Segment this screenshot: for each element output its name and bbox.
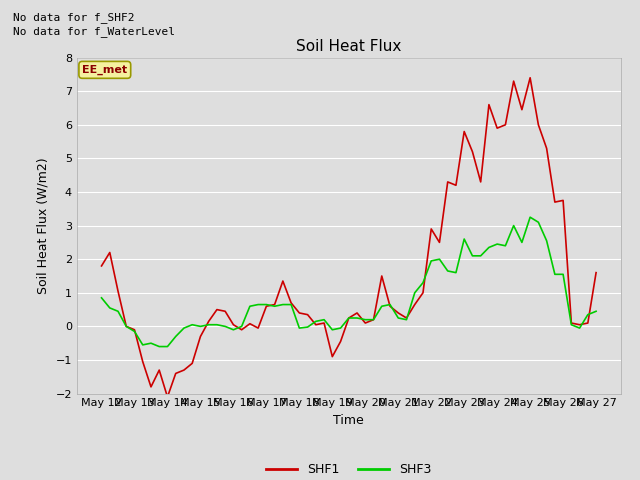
SHF1	[98, 263, 106, 269]
SHF1	[370, 317, 378, 323]
SHF1	[526, 75, 534, 81]
SHF3	[526, 214, 534, 220]
SHF3	[370, 317, 378, 323]
X-axis label: Time: Time	[333, 414, 364, 427]
SHF3	[156, 344, 163, 349]
SHF3	[279, 301, 287, 307]
SHF1	[543, 145, 550, 151]
SHF1	[403, 315, 410, 321]
SHF1	[164, 394, 172, 400]
Text: EE_met: EE_met	[82, 65, 127, 75]
Line: SHF1: SHF1	[102, 78, 596, 397]
SHF3	[205, 322, 212, 327]
Title: Soil Heat Flux: Soil Heat Flux	[296, 39, 401, 54]
SHF3	[221, 324, 229, 329]
Line: SHF3: SHF3	[102, 217, 596, 347]
Text: No data for f_SHF2: No data for f_SHF2	[13, 12, 134, 23]
Legend: SHF1, SHF3: SHF1, SHF3	[261, 458, 437, 480]
SHF1	[205, 319, 212, 324]
SHF3	[98, 295, 106, 300]
SHF1	[592, 270, 600, 276]
SHF3	[592, 308, 600, 314]
SHF3	[543, 238, 550, 244]
SHF1	[279, 278, 287, 284]
SHF3	[403, 317, 410, 323]
Text: No data for f_WaterLevel: No data for f_WaterLevel	[13, 26, 175, 37]
SHF1	[221, 308, 229, 314]
Y-axis label: Soil Heat Flux (W/m2): Soil Heat Flux (W/m2)	[37, 157, 50, 294]
